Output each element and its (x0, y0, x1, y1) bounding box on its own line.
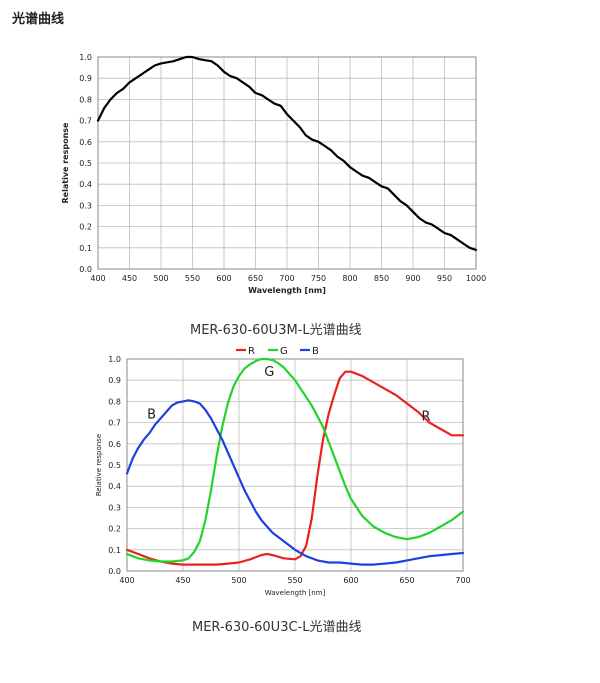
x-tick-label: 950 (437, 274, 452, 283)
series-line-G (125, 357, 465, 563)
y-tick-label: 0.3 (79, 201, 92, 210)
x-tick-label: 600 (343, 576, 358, 585)
series-line-0 (96, 55, 478, 251)
x-tick-label: 450 (175, 576, 190, 585)
x-tick-label: 700 (279, 274, 294, 283)
y-tick-label: 1.0 (79, 53, 92, 62)
x-tick-label: 550 (287, 576, 302, 585)
x-tick-label: 1000 (466, 274, 486, 283)
y-tick-label: 0.0 (108, 567, 121, 576)
series-annotation-R: R (422, 409, 431, 424)
x-tick-label: 800 (342, 274, 357, 283)
x-tick-label: 550 (185, 274, 200, 283)
y-tick-label: 0.3 (108, 503, 121, 512)
y-tick-label: 0.4 (79, 180, 92, 189)
plot-frame (97, 56, 477, 270)
color-chart-caption: MER-630-60U3C-L光谱曲线 (192, 620, 362, 635)
y-tick-label: 0.1 (79, 244, 92, 253)
x-tick-label: 500 (153, 274, 168, 283)
series-annotation-B: B (147, 407, 156, 422)
y-tick-label: 0.0 (79, 265, 92, 274)
y-tick-label: 0.6 (79, 138, 92, 147)
y-tick-label: 0.2 (108, 525, 121, 534)
y-axis-label: Relative response (95, 434, 103, 496)
y-tick-label: 0.8 (79, 95, 92, 104)
x-tick-label: 700 (455, 576, 470, 585)
y-tick-label: 0.6 (108, 440, 121, 449)
x-tick-label: 500 (231, 576, 246, 585)
legend-label-R: R (248, 346, 255, 357)
y-axis-label: Relative response (61, 122, 70, 204)
plot-frame (126, 358, 464, 572)
x-tick-label: 400 (90, 274, 105, 283)
x-tick-label: 400 (119, 576, 134, 585)
y-tick-label: 0.2 (79, 223, 92, 232)
x-tick-label: 850 (374, 274, 389, 283)
y-tick-label: 1.0 (108, 355, 121, 364)
section-title: 光谱曲线 (12, 12, 65, 27)
x-tick-label: 750 (311, 274, 326, 283)
mono-chart-caption: MER-630-60U3M-L光谱曲线 (190, 323, 362, 338)
legend-label-G: G (280, 346, 288, 357)
y-tick-label: 0.4 (108, 482, 121, 491)
y-tick-label: 0.8 (108, 397, 121, 406)
legend-label-B: B (312, 346, 319, 357)
series-annotation-G: G (264, 365, 274, 380)
y-tick-label: 0.5 (108, 461, 121, 470)
x-tick-label: 900 (405, 274, 420, 283)
x-tick-label: 600 (216, 274, 231, 283)
x-tick-label: 650 (399, 576, 414, 585)
y-tick-label: 0.1 (108, 546, 121, 555)
y-tick-label: 0.9 (108, 376, 121, 385)
x-axis-label: Wavelength [nm] (248, 286, 326, 295)
y-tick-label: 0.7 (79, 117, 92, 126)
y-tick-label: 0.9 (79, 74, 92, 83)
series-line-R (125, 370, 465, 566)
y-tick-label: 0.5 (79, 159, 92, 168)
x-axis-label: Wavelength [nm] (265, 589, 326, 597)
x-tick-label: 450 (122, 274, 137, 283)
series-line-B (125, 399, 465, 566)
y-tick-label: 0.7 (108, 419, 121, 428)
x-tick-label: 650 (248, 274, 263, 283)
